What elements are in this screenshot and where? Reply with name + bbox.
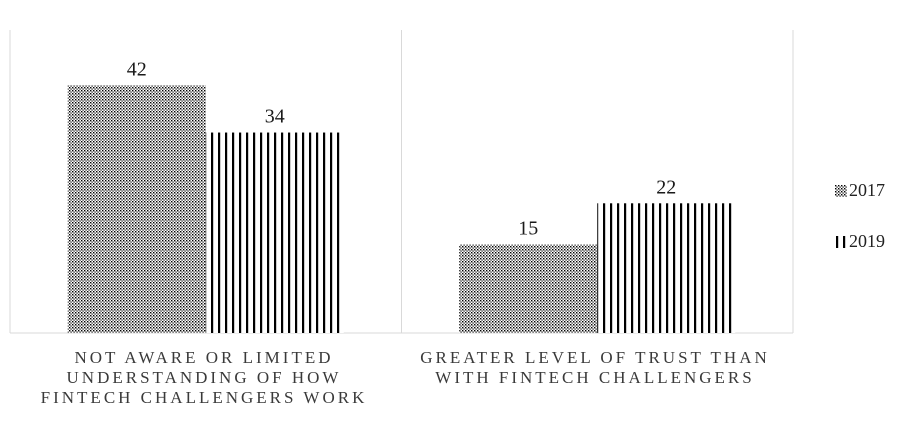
- category-label-2: GREATER LEVEL OF TRUST THAN WITH FINTECH…: [420, 348, 770, 387]
- legend-item-2017: 2017: [835, 180, 885, 201]
- bar-2019-1: [205, 132, 344, 333]
- bar-2019-2: [597, 203, 736, 333]
- legend-swatch-2017: [835, 184, 847, 197]
- legend-label-2019: 2019: [849, 231, 885, 251]
- data-label-2019-1: 34: [265, 106, 285, 128]
- category-label-1: NOT AWARE OR LIMITED UNDERSTANDING OF HO…: [40, 348, 368, 407]
- bar-2017-1: [67, 85, 206, 333]
- data-label-2017-1: 42: [127, 58, 147, 80]
- bars: [67, 85, 736, 333]
- data-labels: 42 34 15 22: [127, 58, 677, 239]
- legend-label-2017: 2017: [849, 180, 885, 200]
- data-label-2019-2: 22: [656, 176, 676, 198]
- bar-2017-2: [459, 244, 598, 333]
- legend-item-2019: 2019: [835, 231, 885, 252]
- legend-swatch-2019: [835, 235, 847, 248]
- data-label-2017-2: 15: [518, 218, 538, 240]
